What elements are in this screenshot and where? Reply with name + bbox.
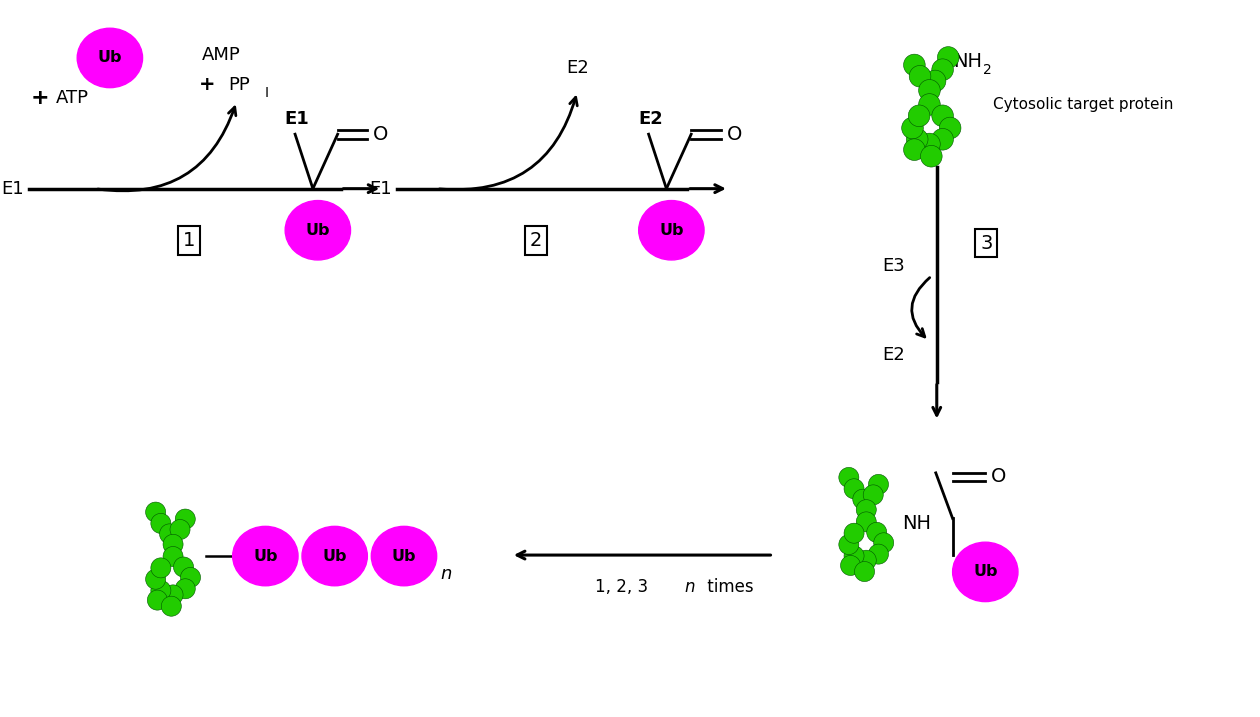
Circle shape <box>919 94 940 115</box>
Text: E1: E1 <box>369 180 392 198</box>
Text: E3: E3 <box>882 257 905 275</box>
FancyArrowPatch shape <box>440 98 577 189</box>
Circle shape <box>910 65 931 87</box>
Circle shape <box>163 546 183 566</box>
Ellipse shape <box>372 526 437 586</box>
Circle shape <box>857 550 876 570</box>
Circle shape <box>844 546 864 566</box>
Text: 2: 2 <box>983 63 992 77</box>
Ellipse shape <box>953 542 1018 602</box>
Ellipse shape <box>77 28 142 87</box>
Text: E1: E1 <box>1 180 24 198</box>
Circle shape <box>840 556 861 576</box>
Circle shape <box>906 128 929 150</box>
Circle shape <box>925 70 946 92</box>
Text: E2: E2 <box>882 346 905 364</box>
Circle shape <box>839 467 859 488</box>
Circle shape <box>921 146 942 167</box>
Circle shape <box>919 80 940 101</box>
Circle shape <box>146 569 165 589</box>
Circle shape <box>937 47 959 68</box>
Circle shape <box>175 579 195 599</box>
Text: Ub: Ub <box>973 564 998 579</box>
Text: E2: E2 <box>639 110 663 128</box>
Circle shape <box>844 523 864 543</box>
Text: Ub: Ub <box>306 223 330 238</box>
Circle shape <box>932 128 954 150</box>
Text: n: n <box>684 578 694 596</box>
Text: Ub: Ub <box>392 549 416 564</box>
Circle shape <box>867 522 887 542</box>
Ellipse shape <box>639 201 704 260</box>
Text: 3: 3 <box>980 234 993 252</box>
Circle shape <box>180 567 200 587</box>
Circle shape <box>174 557 194 577</box>
Text: 2: 2 <box>529 231 542 250</box>
Ellipse shape <box>233 526 299 586</box>
Text: E2: E2 <box>566 59 588 77</box>
Text: PP: PP <box>229 76 251 94</box>
Text: +: + <box>30 87 49 108</box>
Text: +: + <box>199 75 215 94</box>
Circle shape <box>919 133 940 155</box>
Text: Ub: Ub <box>97 50 122 65</box>
Text: 1: 1 <box>183 231 195 250</box>
Text: Ub: Ub <box>253 549 277 564</box>
Text: Ub: Ub <box>659 223 684 238</box>
Circle shape <box>903 139 925 161</box>
Circle shape <box>932 59 954 80</box>
Circle shape <box>151 581 171 601</box>
Text: n: n <box>441 565 452 583</box>
Circle shape <box>857 500 876 520</box>
Text: Ub: Ub <box>323 549 346 564</box>
Circle shape <box>161 597 181 616</box>
Circle shape <box>163 585 183 605</box>
Text: Cytosolic target protein: Cytosolic target protein <box>993 97 1173 112</box>
Circle shape <box>902 117 924 139</box>
Text: 1, 2, 3: 1, 2, 3 <box>595 578 654 596</box>
Text: O: O <box>992 467 1007 486</box>
Circle shape <box>170 520 190 540</box>
Text: NH: NH <box>902 514 931 533</box>
Circle shape <box>868 544 888 564</box>
Text: AMP: AMP <box>202 46 241 64</box>
Circle shape <box>854 561 874 581</box>
Circle shape <box>175 509 195 529</box>
Ellipse shape <box>302 526 368 586</box>
Text: ATP: ATP <box>55 89 88 107</box>
Circle shape <box>151 513 171 533</box>
Text: I: I <box>265 85 268 100</box>
FancyArrowPatch shape <box>912 277 930 337</box>
Circle shape <box>147 590 168 610</box>
Ellipse shape <box>285 201 350 260</box>
Circle shape <box>939 117 961 139</box>
Circle shape <box>857 512 876 532</box>
Circle shape <box>839 534 859 554</box>
FancyArrowPatch shape <box>98 107 236 191</box>
Circle shape <box>873 533 893 553</box>
Circle shape <box>903 54 925 76</box>
Text: O: O <box>727 125 742 143</box>
Circle shape <box>853 489 873 509</box>
Circle shape <box>151 558 171 578</box>
Circle shape <box>160 524 180 544</box>
Text: times: times <box>702 578 753 596</box>
Text: NH: NH <box>954 52 983 72</box>
Text: E1: E1 <box>285 110 310 128</box>
Circle shape <box>932 105 954 127</box>
Circle shape <box>163 534 183 554</box>
Circle shape <box>868 475 888 495</box>
Text: O: O <box>373 125 388 143</box>
Circle shape <box>146 502 165 522</box>
Circle shape <box>908 105 930 127</box>
Circle shape <box>863 485 883 505</box>
Circle shape <box>844 479 864 499</box>
